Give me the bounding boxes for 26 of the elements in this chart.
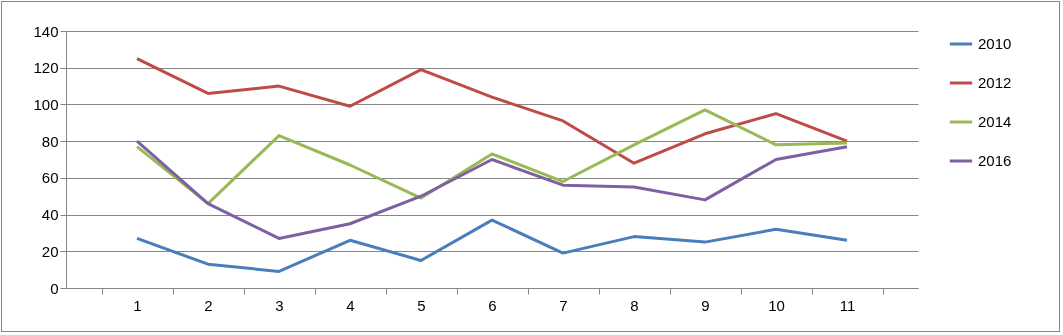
y-tick-label: 40: [41, 206, 59, 224]
x-tick-label: 1: [133, 296, 142, 314]
line-series: [135, 57, 849, 165]
y-tick-label: 120: [33, 59, 59, 77]
legend-label: 2016: [978, 152, 1012, 169]
x-tick-label: 4: [346, 296, 355, 314]
y-tick-label: 100: [33, 95, 59, 113]
x-tick-label: 8: [630, 296, 639, 314]
y-tick-label: 60: [41, 169, 59, 187]
x-tick-label: 5: [417, 296, 426, 314]
x-tick-label: 6: [488, 296, 497, 314]
line-series: [135, 139, 849, 240]
legend-label: 2012: [978, 74, 1012, 91]
y-tick-label: 0: [50, 279, 59, 297]
legend-label: 2014: [978, 113, 1012, 130]
x-tick-label: 7: [559, 296, 568, 314]
legend-label: 2010: [978, 35, 1012, 52]
y-tick-label: 20: [41, 242, 59, 260]
x-tick-label: 9: [701, 296, 710, 314]
line-series: [135, 218, 849, 273]
x-tick-label: 2: [204, 296, 213, 314]
x-tick-label: 10: [768, 296, 785, 314]
y-tick-label: 80: [41, 132, 59, 150]
y-tick-label: 140: [33, 22, 59, 40]
x-tick-label: 11: [839, 296, 856, 314]
x-tick-label: 3: [275, 296, 284, 314]
